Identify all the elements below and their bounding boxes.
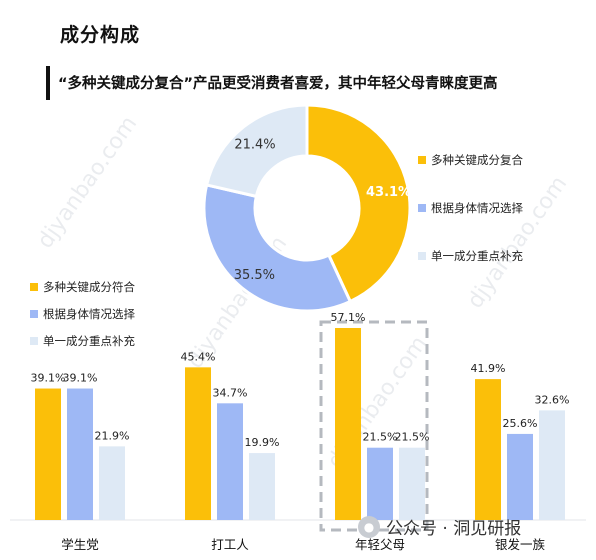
bar bbox=[217, 403, 243, 520]
legend-label: 多种关键成分复合 bbox=[431, 153, 523, 167]
bar-value-label: 34.7% bbox=[213, 386, 248, 399]
bar bbox=[507, 433, 533, 520]
bar-value-label: 21.5% bbox=[363, 431, 398, 444]
bar bbox=[475, 379, 501, 520]
legend-swatch bbox=[30, 283, 38, 291]
legend-swatch bbox=[30, 337, 38, 345]
x-tick-label: 年轻父母 bbox=[355, 537, 405, 552]
pie-slice-label: 35.5% bbox=[234, 268, 275, 283]
pie-slice bbox=[305, 103, 412, 304]
pie-slice bbox=[204, 103, 309, 199]
bar-value-label: 32.6% bbox=[535, 393, 570, 406]
pie-slice-label: 43.1% bbox=[366, 185, 411, 200]
section-title: 成分构成 bbox=[60, 24, 141, 46]
bar bbox=[367, 447, 393, 520]
x-tick-label: 学生党 bbox=[61, 537, 99, 552]
bar bbox=[67, 388, 93, 520]
highlight-box bbox=[319, 320, 429, 532]
legend-swatch bbox=[30, 310, 38, 318]
legend-label: 根据身体情况选择 bbox=[43, 307, 135, 321]
x-tick-label: 打工人 bbox=[211, 537, 249, 552]
chart-subtitle: “多种关键成分复合”产品更受消费者喜爱，其中年轻父母青睐度更高 bbox=[58, 76, 498, 92]
bar-value-label: 19.9% bbox=[245, 436, 280, 449]
bar-value-label: 41.9% bbox=[471, 362, 506, 375]
legend-label: 单一成分重点补充 bbox=[43, 334, 135, 348]
subtitle-accent-bar bbox=[46, 66, 50, 100]
bar bbox=[539, 410, 565, 520]
x-tick-label: 银发一族 bbox=[495, 537, 546, 552]
bar bbox=[335, 328, 361, 520]
legend-label: 多种关键成分符合 bbox=[43, 280, 135, 294]
bar-value-label: 21.5% bbox=[395, 431, 430, 444]
bar bbox=[399, 447, 425, 520]
legend-label: 根据身体情况选择 bbox=[431, 201, 523, 215]
bar-value-label: 25.6% bbox=[503, 417, 538, 430]
footer: ● 公众号 · 洞见研报 bbox=[358, 514, 521, 539]
bar-value-label: 39.1% bbox=[63, 372, 98, 385]
legend-swatch bbox=[418, 156, 426, 164]
legend-swatch bbox=[418, 204, 426, 212]
bar bbox=[35, 388, 61, 520]
legend-swatch bbox=[418, 252, 426, 260]
wechat-icon: ● bbox=[358, 515, 380, 538]
bar bbox=[185, 367, 211, 520]
bar bbox=[249, 453, 275, 520]
legend-label: 单一成分重点补充 bbox=[431, 249, 523, 263]
pie-slice-label: 21.4% bbox=[234, 138, 275, 153]
bar-value-label: 39.1% bbox=[31, 372, 66, 385]
pie-slice bbox=[202, 183, 353, 313]
bar-value-label: 57.1% bbox=[331, 311, 366, 324]
bar bbox=[99, 446, 125, 520]
bar-value-label: 21.9% bbox=[95, 429, 130, 442]
footer-text: 公众号 · 洞见研报 bbox=[386, 519, 522, 539]
bar-value-label: 45.4% bbox=[181, 350, 216, 363]
